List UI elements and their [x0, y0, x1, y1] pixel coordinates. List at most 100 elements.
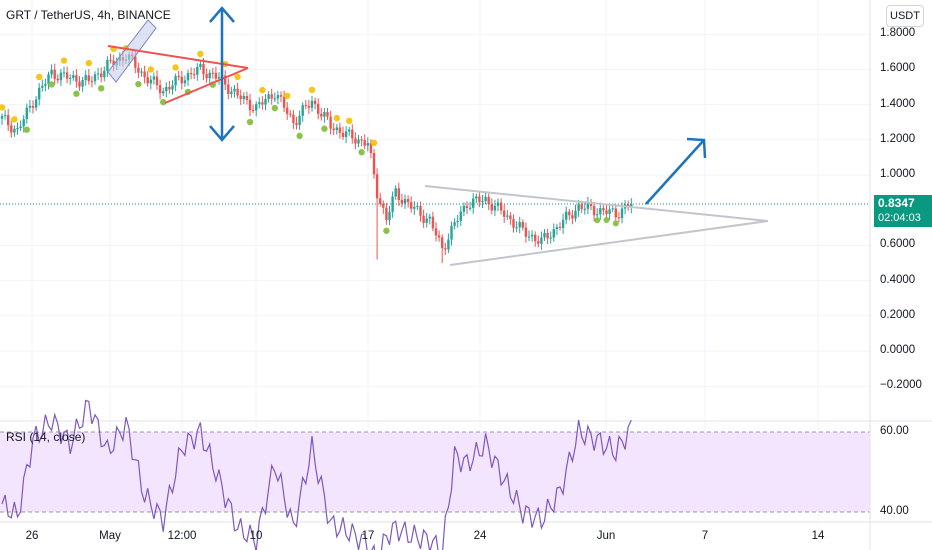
candle-body	[620, 208, 624, 219]
candle-body	[552, 229, 555, 238]
signal-dot	[11, 116, 18, 123]
candle-body	[242, 96, 245, 100]
candle-body	[96, 73, 100, 75]
candle-body	[196, 67, 199, 75]
candle-body	[217, 77, 221, 79]
candle-body	[245, 96, 249, 100]
candle-body	[571, 215, 574, 219]
triangle-lower-line	[449, 220, 769, 266]
signal-dot	[135, 80, 142, 88]
candle-body	[155, 76, 159, 86]
candle-body	[295, 122, 298, 125]
candle-body	[90, 81, 94, 83]
x-tick-label: Jun	[596, 530, 616, 542]
candle-body	[611, 208, 614, 210]
candle-body	[499, 202, 503, 211]
candle-body	[25, 107, 28, 120]
candle-body	[509, 215, 512, 220]
candle-body	[273, 98, 276, 100]
candle-body	[596, 214, 599, 216]
rsi-y-tick-label: 60.00	[880, 425, 909, 437]
candle-body	[56, 78, 59, 81]
candle-body	[171, 85, 174, 90]
candle-body	[416, 206, 419, 208]
y-tick-label: 1.4000	[880, 97, 916, 110]
candle-body	[428, 216, 431, 219]
signal-dot	[284, 92, 291, 100]
candle-body	[38, 87, 41, 100]
candle-body	[614, 208, 617, 218]
candle-body	[527, 236, 531, 238]
candle-body	[335, 127, 338, 131]
candle-body	[286, 107, 289, 114]
x-tick-label: 24	[473, 530, 487, 542]
candle-body	[503, 210, 506, 217]
candle-body	[397, 188, 400, 201]
candle-body	[434, 228, 438, 236]
signal-dot	[271, 104, 278, 112]
breakout-arrow-head	[686, 137, 707, 159]
candle-body	[251, 110, 255, 112]
candle-body	[605, 210, 608, 214]
currency-button[interactable]: USDT	[886, 5, 924, 27]
candle-body	[292, 114, 295, 123]
candle-body	[199, 64, 202, 68]
candle-body	[561, 219, 565, 228]
candle-body	[490, 204, 493, 211]
candle-body	[193, 74, 196, 76]
x-tick-label: 14	[811, 530, 825, 542]
candle-body	[372, 153, 376, 175]
candle-body	[146, 77, 149, 84]
candle-body	[261, 102, 264, 105]
candle-body	[289, 113, 292, 115]
candle-body	[351, 129, 354, 139]
candle-body	[214, 72, 218, 79]
candle-body	[586, 202, 590, 209]
signal-dot	[296, 132, 303, 140]
candle-body	[524, 227, 528, 237]
candle-body	[78, 81, 81, 87]
signal-dot	[197, 50, 204, 58]
candle-body	[180, 76, 183, 84]
y-tick-label: 0.6000	[880, 238, 916, 251]
signal-dot	[308, 86, 316, 94]
last-price-value: 0.8347	[878, 196, 915, 210]
candle-body	[211, 72, 214, 74]
pennant-top-line	[107, 45, 249, 69]
candle-body	[10, 125, 13, 133]
candle-body	[103, 70, 106, 78]
candle-body	[267, 94, 270, 100]
candle-body	[385, 207, 388, 221]
rsi-line	[1, 399, 632, 550]
candle-body	[459, 211, 462, 221]
candle-body	[354, 138, 357, 144]
signal-dot	[234, 73, 241, 81]
x-tick-label: 10	[249, 530, 263, 542]
candle-body	[419, 206, 422, 216]
y-tick-label: 1.6000	[880, 62, 916, 75]
candle-body	[456, 220, 459, 223]
candle-body	[344, 131, 348, 138]
candle-body	[360, 139, 363, 141]
candle-body	[239, 95, 242, 100]
chart-title: GRT / TetherUS, 4h, BINANCE	[6, 8, 171, 22]
y-tick-label: 1.0000	[880, 168, 916, 180]
x-tick-label: 12:00	[167, 530, 197, 542]
candle-body	[282, 96, 286, 108]
signal-dot	[594, 217, 601, 224]
candle-body	[357, 139, 360, 144]
candle-body	[168, 86, 171, 90]
candle-body	[323, 112, 326, 117]
candle-body	[255, 104, 258, 111]
candle-body	[534, 234, 537, 242]
candle-body	[348, 129, 351, 132]
candle-body	[617, 217, 621, 219]
candle-body	[224, 75, 227, 85]
candle-body	[69, 77, 72, 79]
rsi-indicator-label[interactable]: RSI (14, close)	[6, 430, 86, 444]
candle-body	[580, 204, 583, 210]
measure-arrow-up-head	[209, 6, 235, 23]
rsi-line-group	[1, 399, 632, 550]
candle-body	[478, 196, 481, 203]
